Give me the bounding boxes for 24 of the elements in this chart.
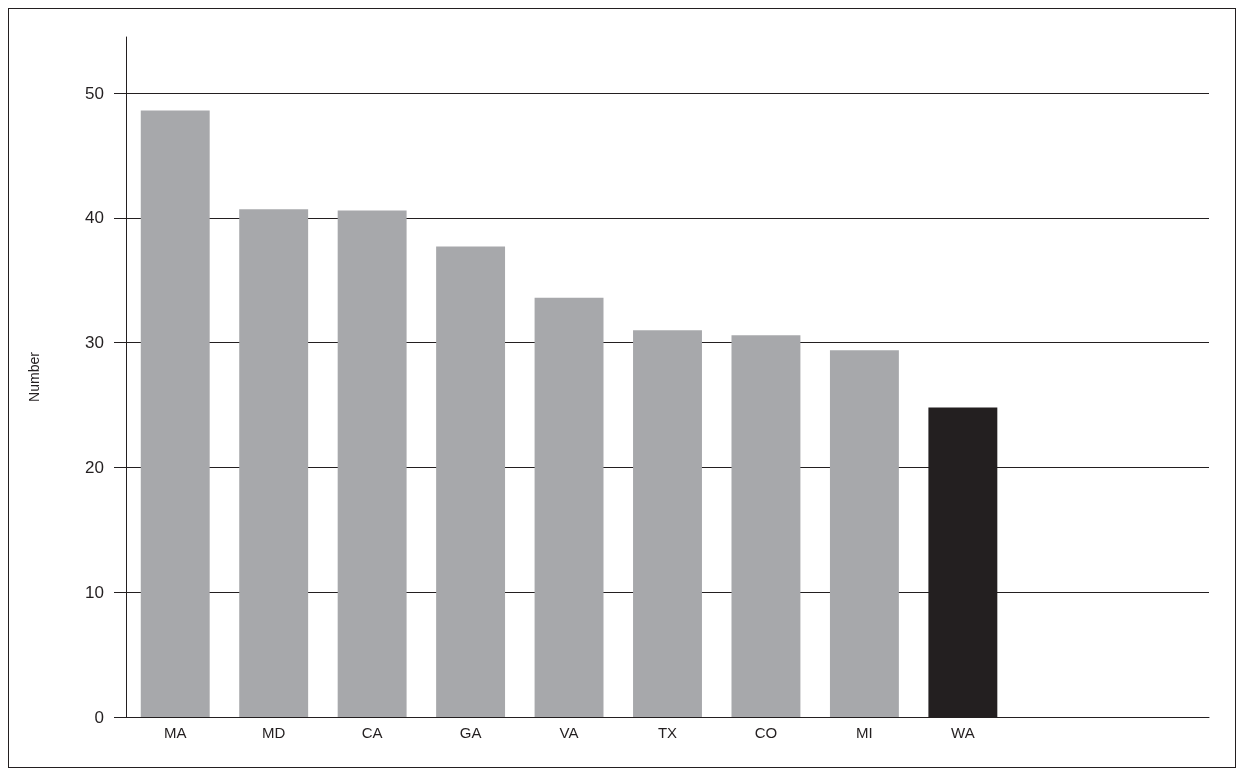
x-tick-label: GA [459, 724, 482, 741]
bar [337, 210, 407, 717]
x-tick-label: CA [361, 724, 383, 741]
x-tick-label: MI [856, 724, 873, 741]
y-tick-label: 50 [85, 83, 104, 103]
bar [239, 209, 309, 717]
bar [140, 110, 210, 717]
x-tick-label: CO [754, 724, 778, 741]
bar [633, 330, 702, 717]
bar [534, 297, 604, 717]
x-tick-label: TX [657, 724, 678, 741]
bar [829, 350, 899, 717]
y-tick-label: 40 [85, 208, 104, 228]
bar [436, 246, 506, 717]
y-tick-label: 20 [85, 457, 104, 477]
y-tick-label: 30 [85, 333, 104, 353]
y-axis-title: Number [26, 351, 42, 402]
x-tick-label: WA [951, 724, 975, 741]
bar [731, 335, 801, 717]
x-tick-label: MD [262, 724, 286, 741]
y-tick-label: 10 [85, 582, 104, 602]
x-tick-label: MA [163, 724, 187, 741]
y-tick-label: 0 [94, 707, 104, 727]
x-tick-label: VA [559, 724, 579, 741]
